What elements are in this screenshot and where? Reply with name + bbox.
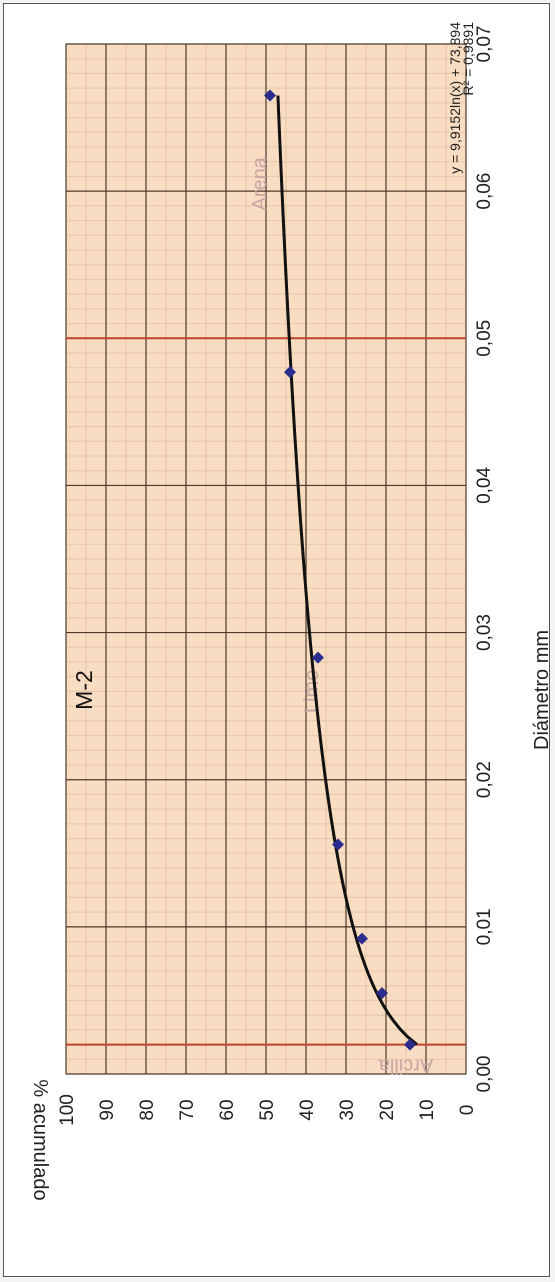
x-tick-labels: 0,00 0,01 0,02 0,03 0,04 0,05 0,06 0,07	[474, 26, 495, 1093]
data-point	[284, 366, 296, 379]
y-tick-label: 90	[97, 1099, 118, 1120]
data-point	[312, 651, 324, 664]
chart-title: M-2	[71, 670, 97, 710]
trendline	[276, 95, 418, 1046]
x-tick-label: 0,07	[474, 26, 495, 63]
trendline-equation: y = 9,9152ln(x) + 73,894	[447, 22, 463, 174]
x-tick-label: 0,03	[474, 614, 495, 651]
y-tick-label: 80	[137, 1099, 158, 1120]
data-point	[332, 838, 344, 851]
zone-label: Arcilla	[378, 1054, 433, 1076]
data-point	[356, 932, 368, 945]
x-axis-title: Diámetro mm	[531, 630, 553, 750]
y-tick-label: 30	[337, 1099, 358, 1120]
x-tick-label: 0,04	[474, 467, 495, 504]
x-tick-label: 0,05	[474, 320, 495, 357]
trendline-r2: R² = 0,9891	[460, 22, 476, 96]
y-axis-title: % acumulado	[29, 1079, 51, 1200]
x-tick-label: 0,00	[474, 1056, 495, 1093]
data-point	[376, 987, 388, 1000]
y-tick-label: 100	[57, 1094, 78, 1126]
zone-label: Limo	[301, 670, 323, 713]
y-tick-labels: 0 10 20 30 40 50 60 70 80 90 100	[57, 1094, 478, 1126]
data-points	[264, 89, 416, 1051]
y-tick-label: 0	[457, 1105, 478, 1116]
zone-labels: Arcilla Limo Arena	[249, 156, 433, 1076]
data-point	[264, 89, 276, 102]
x-tick-label: 0,02	[474, 761, 495, 798]
y-tick-label: 50	[257, 1099, 278, 1120]
x-tick-label: 0,06	[474, 173, 495, 210]
y-tick-label: 70	[177, 1099, 198, 1120]
y-tick-label: 60	[217, 1099, 238, 1120]
trendline-group	[276, 95, 418, 1046]
data-point	[404, 1038, 416, 1051]
y-tick-label: 20	[377, 1099, 398, 1120]
zone-label: Arena	[249, 156, 271, 210]
y-tick-label: 10	[417, 1099, 438, 1120]
y-tick-label: 40	[297, 1099, 318, 1120]
boundary-lines	[66, 337, 466, 1046]
x-tick-label: 0,01	[474, 908, 495, 945]
